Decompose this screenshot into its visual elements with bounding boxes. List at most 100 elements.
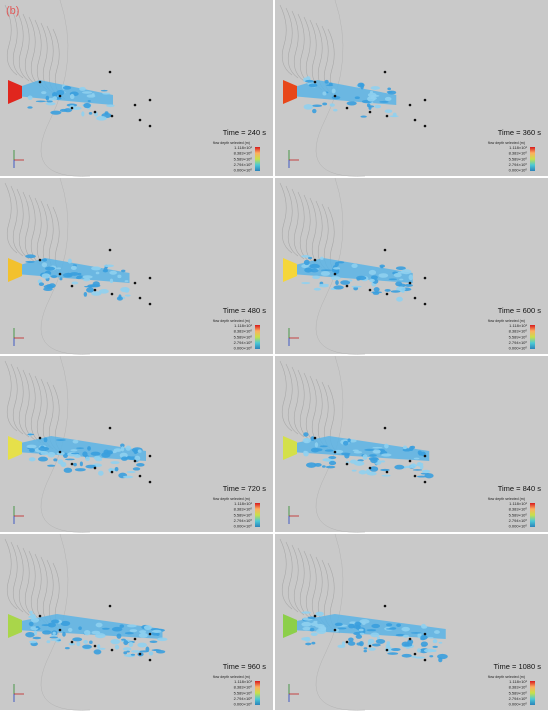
terrain-ridge — [4, 538, 18, 610]
flood-patch — [363, 649, 368, 653]
flood-patch — [123, 651, 128, 655]
flood-patch — [25, 260, 35, 263]
flood-patch — [401, 626, 410, 632]
flood-patch — [155, 632, 160, 637]
flood-patch — [363, 647, 368, 650]
flood-patch — [310, 436, 315, 441]
place-marker — [148, 124, 152, 128]
flood-patch — [303, 104, 314, 110]
place-marker — [368, 466, 372, 470]
flood-patch — [91, 291, 102, 296]
place-marker — [368, 288, 372, 292]
flood-patch — [46, 640, 51, 644]
flood-patch — [27, 433, 35, 436]
flood-patch — [367, 638, 375, 644]
flood-patch — [371, 643, 381, 647]
flood-patch — [41, 262, 48, 268]
legend-tick-label: 5.589×10⁰ — [509, 690, 528, 695]
flood-patch — [310, 268, 319, 273]
flood-patch — [380, 460, 386, 463]
terrain-ridge — [10, 363, 24, 435]
place-marker — [70, 106, 74, 110]
flood-patch — [331, 95, 341, 100]
flood-patch — [116, 633, 122, 639]
flood-patch — [404, 465, 414, 469]
flood-patch — [69, 93, 75, 100]
place-marker — [423, 480, 427, 484]
flood-patch — [313, 448, 323, 452]
flood-source — [283, 258, 297, 282]
flood-patch — [122, 647, 132, 651]
flood-patch — [386, 623, 393, 627]
colorbar — [255, 325, 260, 349]
flood-patch — [33, 630, 38, 636]
flood-patch — [57, 459, 64, 465]
place-marker — [423, 98, 427, 102]
flood-patch — [370, 275, 378, 280]
place-marker — [333, 628, 337, 632]
flood-patch — [427, 636, 434, 639]
terrain-ridge — [279, 182, 293, 254]
flood-patch — [71, 281, 79, 285]
flood-patch — [62, 85, 72, 90]
flood-patch — [320, 269, 332, 272]
flood-patch — [385, 644, 391, 649]
place-marker — [148, 98, 152, 102]
flood-patch — [432, 639, 438, 644]
flood-patch — [319, 283, 329, 286]
flood-patch — [384, 109, 393, 114]
flood-patch — [434, 630, 440, 634]
flood-patch — [399, 278, 404, 281]
flood-patch — [51, 619, 60, 624]
flood-patch — [348, 637, 354, 642]
place-marker — [385, 114, 389, 118]
flood-patch — [47, 97, 54, 101]
flood-patch — [125, 445, 132, 451]
flood-patch — [73, 462, 77, 467]
legend-tick-label: 2.794×10⁰ — [509, 340, 528, 345]
colorbar — [255, 503, 260, 527]
flood-patch — [62, 272, 73, 278]
flood-patch — [334, 268, 340, 275]
flood-patch — [148, 651, 154, 656]
terrain-ridge — [315, 0, 366, 177]
flood-patch — [424, 473, 434, 479]
flood-patch — [120, 443, 125, 448]
flood-patch — [116, 296, 123, 301]
flood-patch — [129, 629, 138, 633]
flood-patch — [97, 644, 101, 650]
flood-patch — [309, 627, 315, 632]
place-marker — [93, 288, 97, 292]
flood-patch — [334, 261, 339, 267]
flood-patch — [408, 274, 414, 281]
place-marker — [368, 644, 372, 648]
flood-patch — [348, 439, 357, 443]
flood-patch — [53, 458, 58, 462]
flood-patch — [71, 452, 80, 455]
legend-title: flow depth selected (m) — [488, 675, 525, 679]
legend-tick-label: 0.000×10⁰ — [234, 345, 253, 350]
flood-patch — [337, 644, 346, 649]
flood-patch — [134, 455, 141, 461]
place-marker — [148, 302, 152, 306]
place-marker — [333, 94, 337, 98]
flood-patch — [354, 96, 360, 100]
map-panel: Time = 480 s flow depth selected (m)1.118… — [0, 177, 273, 355]
terrain-ridge — [16, 188, 30, 260]
flood-patch — [315, 611, 324, 617]
flood-patch — [346, 101, 357, 106]
flood-patch — [438, 641, 443, 644]
place-marker — [58, 450, 62, 454]
flood-patch — [124, 632, 134, 635]
place-marker — [148, 480, 152, 484]
flood-patch — [320, 626, 327, 632]
legend-tick-label: 5.589×10⁰ — [509, 334, 528, 339]
place-marker — [70, 462, 74, 466]
colorbar — [255, 147, 260, 171]
place-marker — [148, 658, 152, 662]
flood-patch — [143, 625, 152, 630]
flood-patch — [417, 648, 421, 653]
colorbar — [530, 681, 535, 705]
flood-patch — [404, 643, 413, 647]
legend-tick-label: 2.794×10⁰ — [509, 162, 528, 167]
